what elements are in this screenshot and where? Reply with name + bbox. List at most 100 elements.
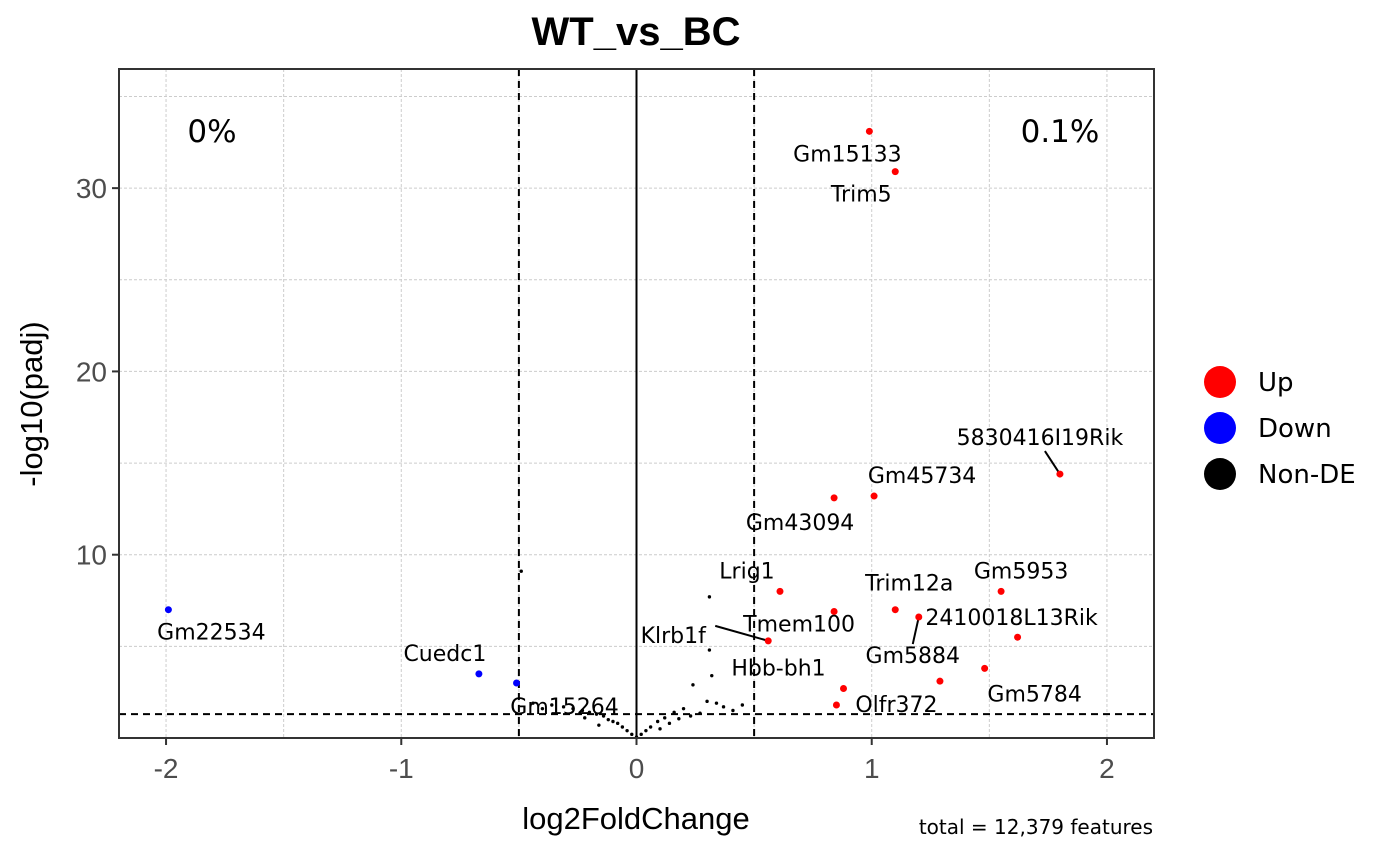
gene-label: Olfr372 xyxy=(855,693,937,718)
legend-key-down xyxy=(1204,412,1236,444)
point-up xyxy=(776,587,784,595)
data-points xyxy=(164,127,1064,739)
point-up xyxy=(891,606,899,614)
legend-label: Up xyxy=(1258,368,1294,398)
gene-label: Gm5784 xyxy=(987,682,1081,707)
gene-label: Gm45734 xyxy=(868,464,976,489)
point-up xyxy=(764,637,772,645)
point-non-de xyxy=(667,721,672,726)
legend-label: Non-DE xyxy=(1258,460,1356,490)
legend-key-up xyxy=(1204,366,1236,398)
x-tick-label: -1 xyxy=(389,753,414,784)
gene-label: Gm15133 xyxy=(793,142,901,167)
point-non-de xyxy=(550,703,554,707)
point-non-de xyxy=(648,725,653,729)
legend-key-non-de xyxy=(1204,458,1236,490)
point-non-de xyxy=(672,710,676,715)
gene-label: Gm43094 xyxy=(746,511,854,536)
gene-label: Lrig1 xyxy=(719,559,774,584)
point-non-de xyxy=(740,703,745,707)
point-non-de xyxy=(705,699,709,704)
legend: Up Down Non-DE xyxy=(1204,366,1356,490)
y-tick-label: 10 xyxy=(76,540,107,571)
y-tick-label: 30 xyxy=(76,173,107,204)
point-non-de xyxy=(540,706,545,711)
x-axis-title: log2FoldChange xyxy=(522,801,750,836)
x-tick-label: -2 xyxy=(154,753,179,784)
percent-up-label: 0.1% xyxy=(1021,114,1100,150)
legend-label: Down xyxy=(1258,414,1332,444)
gene-label: Hbb-bh1 xyxy=(731,657,825,682)
point-non-de xyxy=(606,717,610,722)
label-leader-lines xyxy=(714,450,1061,645)
gene-label: Gm5884 xyxy=(866,644,960,669)
point-down xyxy=(164,606,172,614)
point-non-de xyxy=(583,716,587,720)
point-non-de xyxy=(731,708,735,713)
point-non-de xyxy=(688,714,693,718)
gene-label: Gm22534 xyxy=(157,621,265,646)
point-non-de xyxy=(710,673,714,678)
point-up xyxy=(832,701,840,709)
label-leader-line xyxy=(714,624,769,642)
y-axis-title: -log10(padj) xyxy=(14,321,49,486)
point-non-de xyxy=(620,725,625,729)
point-non-de xyxy=(658,727,662,731)
chart-title: WT_vs_BC xyxy=(532,10,741,54)
point-non-de xyxy=(698,711,702,715)
point-non-de xyxy=(531,701,535,705)
point-up xyxy=(830,494,838,502)
gene-label: Trim12a xyxy=(864,572,953,597)
caption-total-features: total = 12,379 features xyxy=(919,815,1153,839)
label-leader-line xyxy=(911,616,920,645)
x-tick-label: 0 xyxy=(629,753,645,784)
point-up xyxy=(870,492,878,500)
point-non-de xyxy=(597,723,601,727)
point-non-de xyxy=(594,712,599,716)
point-up xyxy=(997,587,1005,595)
point-non-de xyxy=(681,706,686,711)
point-non-de xyxy=(571,706,575,711)
gene-label: Tmem100 xyxy=(742,613,855,638)
gene-label: 2410018L13Rik xyxy=(925,606,1098,631)
gene-label: Gm15264 xyxy=(510,695,618,720)
gene-label: Cuedc1 xyxy=(403,642,486,667)
point-up xyxy=(840,685,847,693)
point-up xyxy=(891,168,899,176)
y-tick-label: 20 xyxy=(76,356,107,387)
gene-label: Klrb1f xyxy=(641,624,708,649)
point-up xyxy=(981,664,989,672)
label-leader-line xyxy=(1044,450,1061,475)
gene-label: 5830416I19Rik xyxy=(957,426,1124,451)
axes: -2 -1 0 1 2 10 20 30 xyxy=(76,173,1115,784)
point-non-de xyxy=(677,717,681,721)
point-non-de xyxy=(655,719,660,724)
point-up xyxy=(936,677,944,685)
point-non-de xyxy=(611,719,615,724)
x-tick-label: 1 xyxy=(864,753,880,784)
point-non-de xyxy=(601,714,606,718)
point-up xyxy=(865,127,873,135)
point-non-de xyxy=(630,732,634,737)
point-non-de xyxy=(714,701,719,705)
gene-label: Gm5953 xyxy=(974,559,1068,584)
point-non-de xyxy=(625,728,629,733)
point-non-de xyxy=(721,705,726,709)
point-down xyxy=(513,679,521,687)
point-up xyxy=(830,608,838,616)
point-up xyxy=(1056,470,1064,478)
point-down xyxy=(475,670,483,678)
point-non-de xyxy=(639,732,643,737)
threshold-lines xyxy=(119,69,1154,738)
point-non-de xyxy=(644,728,648,733)
point-non-de xyxy=(663,716,667,720)
point-up xyxy=(915,613,923,621)
point-non-de xyxy=(691,683,695,687)
point-up xyxy=(1014,633,1022,641)
point-non-de xyxy=(580,708,585,713)
x-tick-label: 2 xyxy=(1099,753,1115,784)
gene-labels: Gm15133 Trim5 5830416I19Rik Gm45734 Gm43094 G… xyxy=(157,142,1123,720)
percent-down-label: 0% xyxy=(187,114,236,150)
point-non-de xyxy=(561,705,566,709)
point-non-de xyxy=(615,721,620,726)
